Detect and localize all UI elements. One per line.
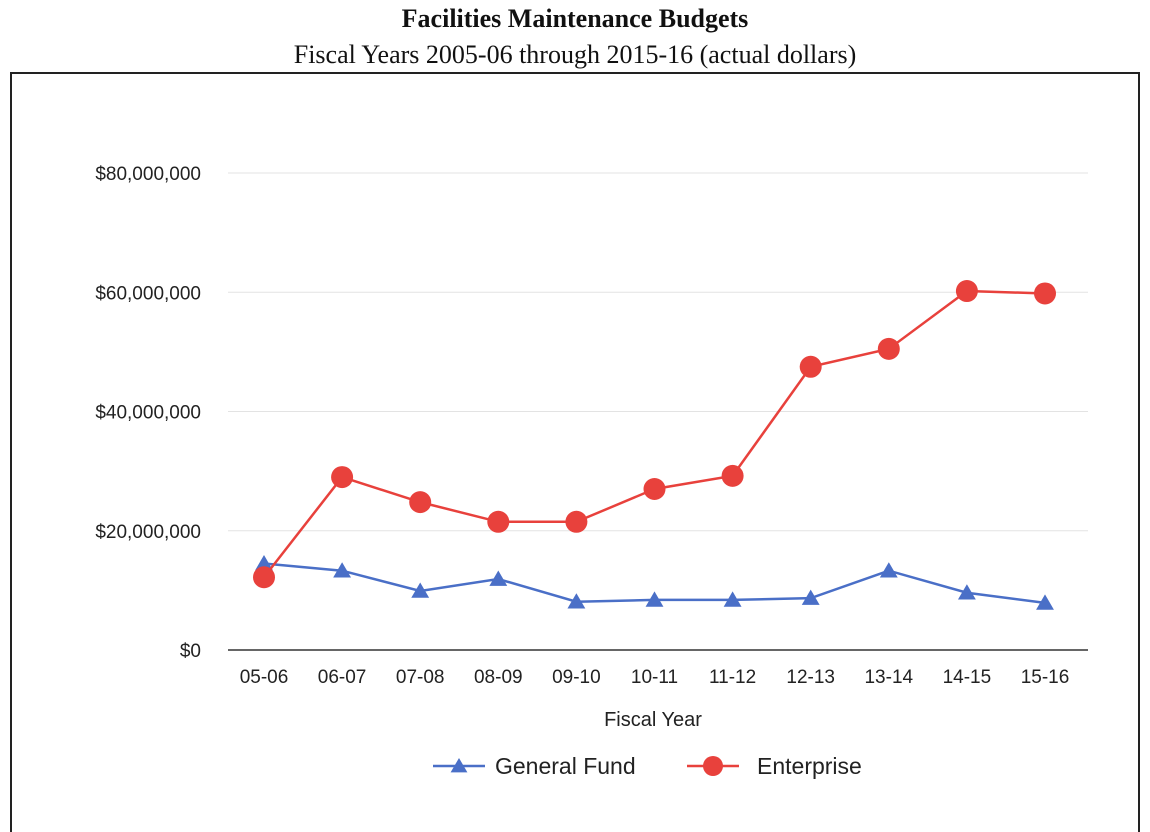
data-point: [721, 464, 744, 487]
x-tick-label: 07-08: [396, 667, 445, 688]
data-point: [253, 566, 275, 589]
data-point: [333, 562, 352, 578]
line-chart: $0 $20,000,000 $40,000,000 $60,000,000 $80,0…: [95, 164, 1088, 779]
x-tick-label: 15-16: [1021, 667, 1070, 688]
y-tick-label: $20,000,000: [95, 522, 201, 543]
x-tick-label: 08-09: [474, 667, 523, 688]
y-tick-label: $0: [180, 641, 201, 662]
chart-frame: [10, 72, 1140, 832]
data-point: [1036, 594, 1054, 610]
chart-subtitle: Fiscal Years 2005-06 through 2015-16 (ac…: [293, 40, 857, 69]
data-point: [799, 355, 822, 378]
x-axis-title: Fiscal Year: [604, 709, 702, 731]
x-tick-label: 05-06: [240, 667, 289, 688]
data-point: [801, 589, 820, 605]
x-tick-label: 12-13: [786, 667, 835, 688]
legend-item: General Fund: [433, 753, 636, 779]
data-point: [879, 562, 898, 578]
data-point: [489, 570, 508, 586]
series-general-fund: [255, 555, 1054, 610]
data-point: [487, 510, 510, 533]
legend-label: General Fund: [495, 753, 636, 779]
y-tick-label: $60,000,000: [95, 283, 201, 304]
chart-title: Facilities Maintenance Budgets: [401, 4, 749, 33]
data-point: [565, 510, 588, 533]
y-tick-label: $40,000,000: [95, 403, 201, 424]
legend: General Fund Enterprise: [433, 753, 862, 779]
data-point: [957, 584, 976, 600]
x-tick-label: 06-07: [318, 667, 367, 688]
x-tick-label: 13-14: [864, 667, 913, 688]
x-tick-label: 10-11: [631, 667, 678, 688]
data-point: [955, 280, 978, 303]
data-point: [723, 591, 742, 607]
data-point: [255, 555, 273, 571]
data-point: [409, 491, 432, 514]
series-enterprise: [253, 280, 1056, 589]
data-point: [411, 582, 430, 598]
data-point: [567, 593, 586, 609]
data-point: [1034, 282, 1056, 305]
axes: $0 $20,000,000 $40,000,000 $60,000,000 $80,0…: [95, 164, 1088, 688]
legend-item: Enterprise: [687, 753, 862, 779]
data-point: [645, 591, 664, 607]
x-tick-label: 11-12: [709, 667, 756, 688]
x-tick-label: 14-15: [943, 667, 992, 688]
data-point: [877, 337, 900, 360]
legend-label: Enterprise: [757, 753, 862, 779]
data-point: [643, 478, 666, 501]
x-tick-label: 09-10: [552, 667, 601, 688]
series-layer: [253, 280, 1056, 610]
series-line: [263, 289, 1046, 579]
legend-marker: [450, 758, 468, 773]
gridlines: [228, 172, 1088, 532]
legend-marker: [703, 756, 723, 776]
data-point: [331, 466, 354, 489]
y-tick-label: $80,000,000: [95, 164, 201, 185]
